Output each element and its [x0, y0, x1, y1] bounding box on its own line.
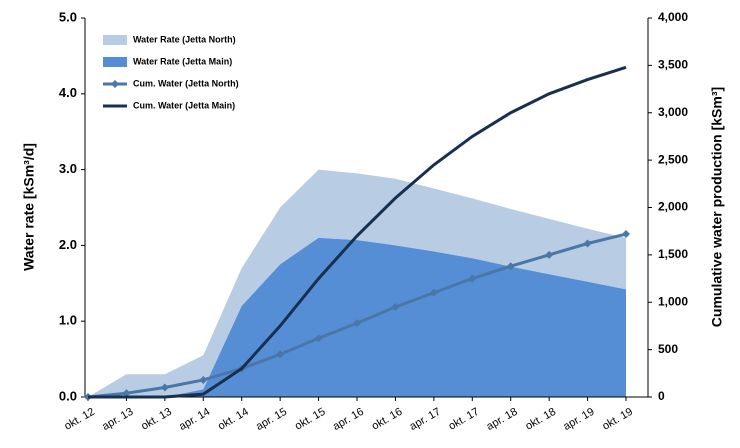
marker — [276, 350, 285, 359]
x-tick-label: apr. 17 — [408, 406, 443, 433]
y-axis-title: Water rate [kSm³/d] — [21, 143, 37, 271]
legend-label: Cum. Water (Jetta Main) — [133, 100, 235, 110]
legend-label: Cum. Water (Jetta North) — [133, 78, 239, 88]
area — [88, 237, 626, 397]
x-tick-label: okt. 14 — [216, 406, 251, 433]
marker — [160, 383, 169, 392]
marker — [199, 375, 208, 384]
marker — [622, 230, 630, 239]
y2-tick-label: 2,000 — [658, 200, 688, 214]
y-tick-label: 1.0 — [59, 313, 77, 328]
x-tick-label: apr. 18 — [485, 406, 520, 433]
legend-marker — [111, 80, 119, 88]
marker — [353, 319, 361, 328]
marker — [545, 250, 554, 259]
x-tick-label: okt. 18 — [523, 406, 558, 433]
x-tick-label: okt. 17 — [447, 406, 482, 433]
y2-tick-label: 3,500 — [658, 58, 688, 72]
marker — [429, 288, 438, 297]
marker — [391, 302, 400, 311]
legend-swatch — [103, 35, 127, 45]
y-tick-label: 0.0 — [59, 388, 77, 403]
legend-label: Water Rate (Jetta Main) — [133, 56, 232, 66]
legend-label: Water Rate (Jetta North) — [133, 34, 236, 44]
x-tick-label: apr. 16 — [331, 406, 366, 433]
marker — [122, 389, 131, 398]
x-tick-label: okt. 19 — [600, 406, 635, 433]
y-tick-label: 4.0 — [59, 85, 77, 100]
legend-swatch — [103, 57, 127, 67]
y-tick-label: 5.0 — [59, 9, 77, 24]
x-tick-label: apr. 19 — [561, 406, 596, 433]
y2-tick-label: 1,500 — [658, 247, 688, 261]
x-tick-label: okt. 15 — [293, 406, 328, 433]
area — [88, 169, 626, 397]
marker — [314, 334, 323, 343]
x-tick-label: okt. 13 — [139, 406, 174, 433]
y2-tick-label: 3,000 — [658, 105, 688, 119]
y2-axis-title: Cumulative water production [kSm³] — [709, 87, 725, 327]
x-tick-label: apr. 15 — [254, 406, 289, 433]
x-tick-label: okt. 12 — [62, 406, 97, 433]
marker — [583, 239, 592, 248]
x-tick-label: okt. 16 — [370, 406, 405, 433]
marker — [506, 262, 515, 271]
y2-tick-label: 500 — [658, 342, 678, 356]
y-tick-label: 2.0 — [59, 237, 77, 252]
x-tick-label: apr. 13 — [100, 406, 135, 433]
y2-tick-label: 2,500 — [658, 152, 688, 166]
y2-tick-label: 0 — [658, 389, 665, 403]
y2-tick-label: 4,000 — [658, 10, 688, 24]
marker — [468, 274, 477, 283]
x-tick-label: apr. 14 — [177, 406, 212, 433]
y2-tick-label: 1,000 — [658, 294, 688, 308]
line — [88, 65, 627, 399]
y-tick-label: 3.0 — [59, 161, 77, 176]
